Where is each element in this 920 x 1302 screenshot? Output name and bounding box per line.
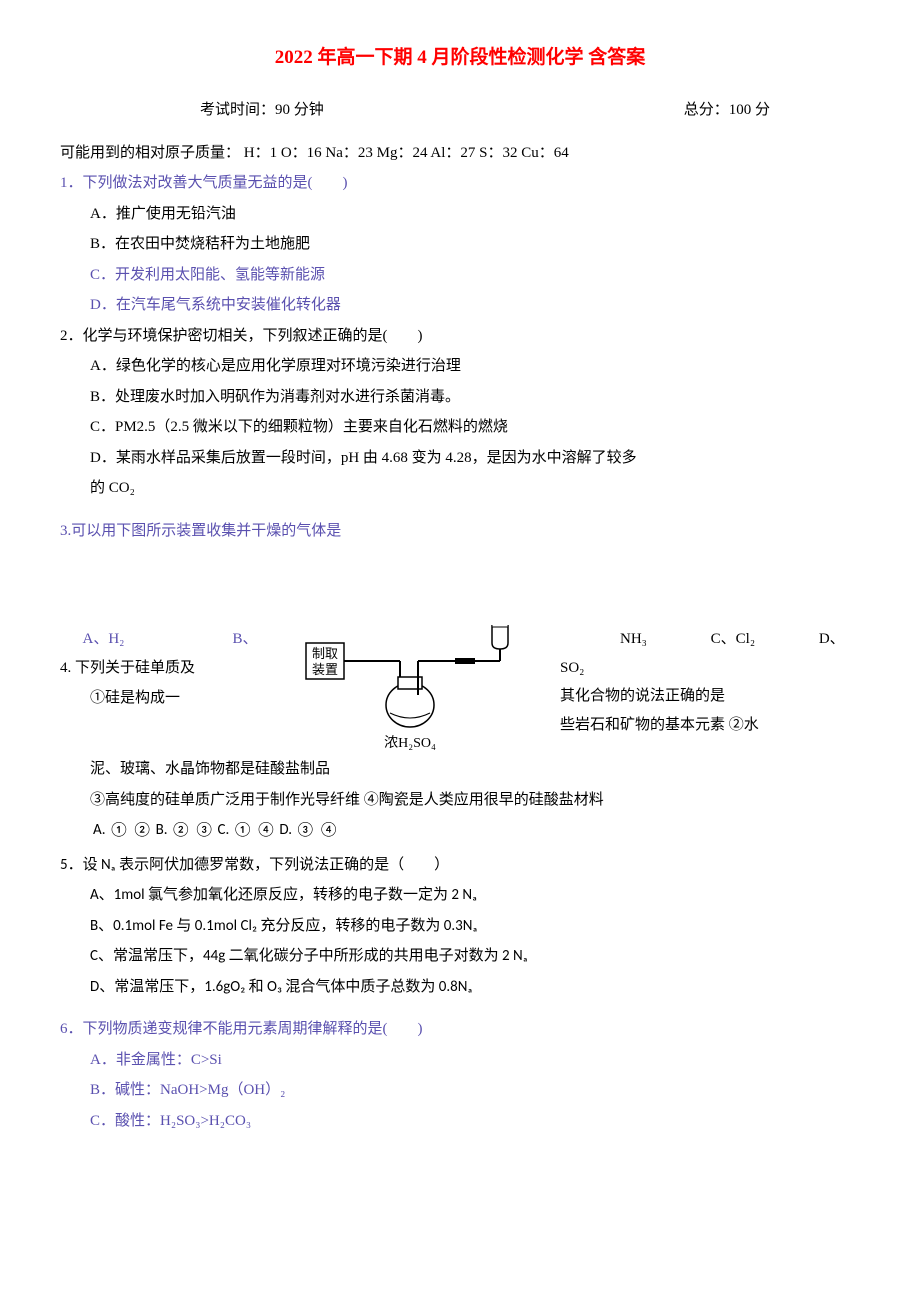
q2-optC: C．PM2.5（2.5 微米以下的细颗粒物）主要来自化石燃料的燃烧 [60, 413, 860, 442]
q4-stem: 4. 下列关于硅单质及 [60, 654, 300, 683]
q5-optD: D、常温常压下，1.6gO₂ 和 O₃ 混合气体中质子总数为 0.8Nₐ [60, 973, 860, 1002]
q6-stem: 6．下列物质递变规律不能用元素周期律解释的是( ) [60, 1015, 860, 1044]
q5-stem: 5．设 Nₐ 表示阿伏加德罗常数，下列说法正确的是（ ） [60, 851, 860, 880]
total-score: 总分：100 分 [684, 96, 770, 125]
q2-stem: 2．化学与环境保护密切相关，下列叙述正确的是( ) [60, 322, 860, 351]
q1-optB: B．在农田中焚烧秸秆为土地施肥 [60, 230, 860, 259]
q5-optB: B、0.1mol Fe 与 0.1mol Cl₂ 充分反应，转移的电子数为 0.… [60, 912, 860, 941]
q6-optA: A．非金属性：C>Si [60, 1046, 860, 1075]
q3-optB: B、 [233, 625, 258, 654]
apparatus-figure: 制取 装置 浓H₂SO₄ [300, 625, 550, 755]
q1-optA: A．推广使用无铅汽油 [60, 200, 860, 229]
q6-optB: B．碱性：NaOH>Mg（OH）₂ [60, 1076, 860, 1105]
meta-row: 考试时间：90 分钟 总分：100 分 [60, 96, 860, 125]
q3-r1c: D、SO₂ [560, 631, 845, 676]
q1-optC: C．开发利用太阳能、氢能等新能源 [60, 261, 860, 290]
page-title: 2022 年高一下期 4 月阶段性检测化学 含答案 [60, 40, 860, 76]
fig-label2: 装置 [312, 662, 338, 677]
q4-line2: ①硅是构成一 [60, 684, 300, 713]
q3-optA: A、H₂ [83, 625, 233, 654]
q2-optA: A．绿色化学的核心是应用化学原理对环境污染进行治理 [60, 352, 860, 381]
fig-bottle-label: 浓H₂SO₄ [384, 735, 436, 751]
atomic-masses: 可能用到的相对原子质量： H：1 O：16 Na：23 Mg：24 Al：27 … [60, 139, 860, 168]
q5-optC: C、常温常压下，44g 二氧化碳分子中所形成的共用电子对数为 2 Nₐ [60, 942, 860, 971]
q4-cont1: 泥、玻璃、水晶饰物都是硅酸盐制品 [60, 755, 860, 784]
q1-optD: D．在汽车尾气系统中安装催化转化器 [60, 291, 860, 320]
exam-time: 考试时间：90 分钟 [200, 96, 324, 125]
q4-cont2: ③高纯度的硅单质广泛用于制作光导纤维 ④陶瓷是人类应用很早的硅酸盐材料 [60, 786, 860, 815]
q1-stem: 1．下列做法对改善大气质量无益的是( ) [60, 169, 860, 198]
q3-stem: 3.可以用下图所示装置收集并干燥的气体是 [60, 517, 860, 546]
q6-optC: C．酸性：H₂SO₃>H₂CO₃ [60, 1107, 860, 1136]
q3-r1b: C、Cl₂ [711, 631, 755, 647]
q5-optA: A、1mol 氯气参加氧化还原反应，转移的电子数一定为 2 Nₐ [60, 881, 860, 910]
fig-label1: 制取 [312, 646, 338, 661]
figure-row: A、H₂ B、 4. 下列关于硅单质及 ①硅是构成一 制取 装置 浓H₂SO₄ … [60, 625, 860, 755]
q3-r1a: NH₃ [620, 631, 647, 647]
q4-right2: 些岩石和矿物的基本元素 ②水 [560, 711, 860, 740]
q2-optD1: D．某雨水样品采集后放置一段时间，pH 由 4.68 变为 4.28，是因为水中… [60, 444, 860, 473]
q2-optD2: 的 CO₂ [60, 474, 860, 503]
q2-optB: B．处理废水时加入明矾作为消毒剂对水进行杀菌消毒。 [60, 383, 860, 412]
q4-opts: A. ① ② B. ② ③ C. ① ④ D. ③ ④ [60, 816, 860, 845]
q4-right1: 其化合物的说法正确的是 [560, 682, 860, 711]
